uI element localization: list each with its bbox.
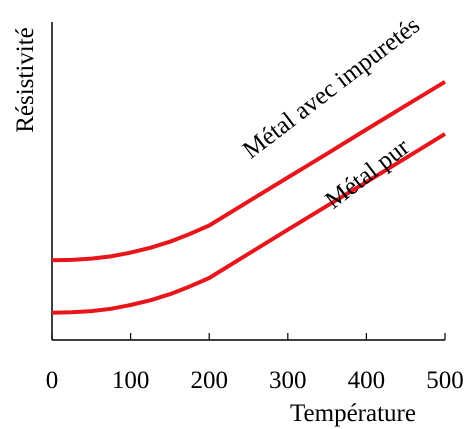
x-ticks: 0 100 200 300 400 500	[46, 333, 464, 394]
x-tick-label-300: 300	[269, 367, 307, 394]
series-line-metal-pur	[51, 132, 447, 315]
x-tick-label-0: 0	[46, 367, 59, 394]
y-axis-title: Résistivité	[12, 27, 39, 133]
series-lines	[51, 80, 447, 315]
x-tick-label-100: 100	[112, 367, 150, 394]
x-tick-label-200: 200	[190, 367, 228, 394]
series-label-metal-pur: Métal pur	[320, 133, 415, 214]
x-axis-title: Température	[290, 400, 416, 427]
x-tick-label-500: 500	[426, 367, 464, 394]
x-tick-label-400: 400	[348, 367, 386, 394]
series-line-metal-avec-impuretes	[51, 80, 447, 263]
axes	[51, 22, 445, 341]
